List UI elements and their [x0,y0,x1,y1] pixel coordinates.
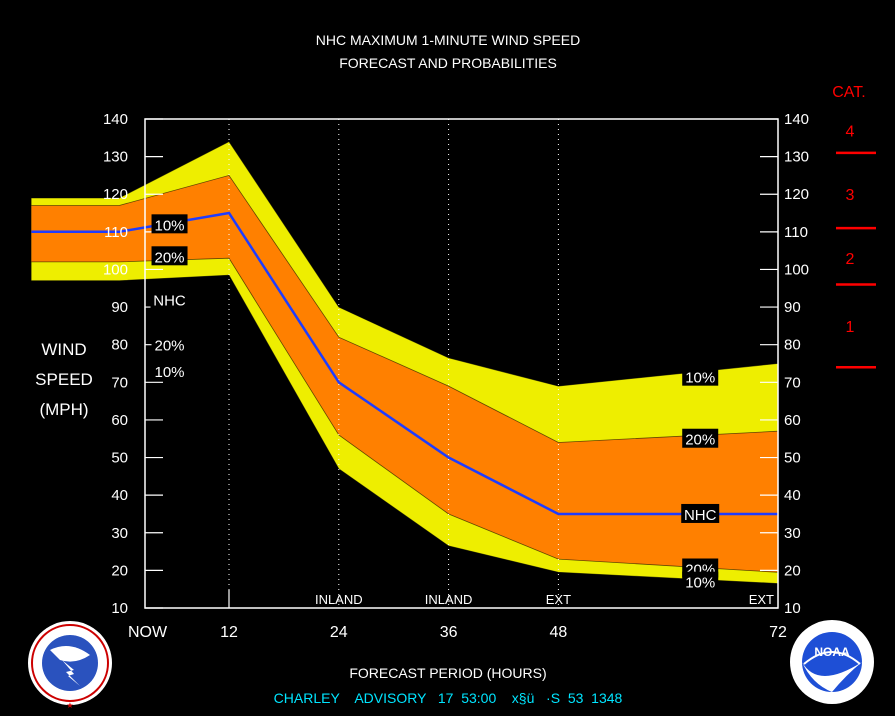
y-tick-label-left-50: 50 [111,450,128,467]
y-axis-label-line-3: (MPH) [39,400,88,419]
y-tick-label-left-120: 120 [103,186,128,203]
x-tick-label-24: 24 [330,624,348,641]
y-tick-label-right-110: 110 [784,224,808,241]
svg-text:NOAA: NOAA [814,645,850,659]
y-tick-label-right-140: 140 [784,111,809,128]
y-tick-label-left-60: 60 [111,412,128,429]
y-tick-label-left-130: 130 [103,149,128,166]
band-label-2: NHC [153,293,186,310]
y-tick-label-left-140: 140 [103,111,128,128]
y-axis-label-line-2: SPEED [35,370,93,389]
y-tick-label-right-60: 60 [784,412,801,429]
band-label-4: 10% [155,364,185,381]
y-tick-label-right-40: 40 [784,487,801,504]
x-axis-label: FORECAST PERIOD (HOURS) [349,665,546,681]
period-label-0: INLAND [315,592,363,607]
noaa-logo: NOAA [790,620,874,704]
y-tick-label-left-10: 10 [111,600,128,617]
chart-title: NHC MAXIMUM 1-MINUTE WIND SPEED [316,32,580,48]
y-tick-label-left-100: 100 [103,261,128,278]
y-tick-label-right-50: 50 [784,450,801,467]
category-label-3: 3 [846,187,855,204]
y-tick-label-left-70: 70 [111,374,128,391]
y-tick-label-right-80: 80 [784,337,801,354]
y-tick-label-right-120: 120 [784,186,809,203]
x-tick-label-36: 36 [440,624,458,641]
band-label-0: 10% [155,217,185,234]
period-label-2: EXT [546,592,571,607]
band-label-1: 20% [155,249,185,266]
y-tick-label-right-20: 20 [784,562,801,579]
band-label-5: 10% [685,370,715,387]
band-label-3: 20% [155,338,185,355]
y-tick-label-right-10: 10 [784,600,801,617]
band-label-7: NHC [684,507,717,524]
y-tick-label-left-90: 90 [111,299,128,316]
band-label-9: 10% [685,575,715,592]
advisory-footer: CHARLEY ADVISORY 17 53:00  x§ü ·S 53… [274,690,623,706]
band-label-6: 20% [685,432,715,449]
category-label-4: 4 [846,123,855,140]
x-tick-label-72: 72 [769,624,787,641]
x-tick-label-now: NOW [128,624,168,641]
period-label-1: INLAND [425,592,473,607]
y-tick-label-left-20: 20 [111,562,128,579]
svg-text:★: ★ [66,701,73,710]
x-tick-label-48: 48 [550,624,568,641]
period-label-3: EXT [749,592,774,607]
chart-subtitle: FORECAST AND PROBABILITIES [339,55,557,71]
y-axis-label-line-1: WIND [41,340,86,359]
category-label-1: 1 [846,319,855,336]
y-tick-label-right-130: 130 [784,149,809,166]
x-tick-label-12: 12 [220,624,238,641]
y-tick-label-left-80: 80 [111,337,128,354]
y-tick-label-right-70: 70 [784,374,801,391]
y-tick-label-right-30: 30 [784,525,801,542]
y-tick-label-left-40: 40 [111,487,128,504]
y-tick-label-left-110: 110 [104,224,128,241]
category-label-2: 2 [846,251,855,268]
category-title: CAT. [832,84,865,101]
y-tick-label-right-90: 90 [784,299,801,316]
y-tick-label-right-100: 100 [784,261,809,278]
y-tick-label-left-30: 30 [111,525,128,542]
